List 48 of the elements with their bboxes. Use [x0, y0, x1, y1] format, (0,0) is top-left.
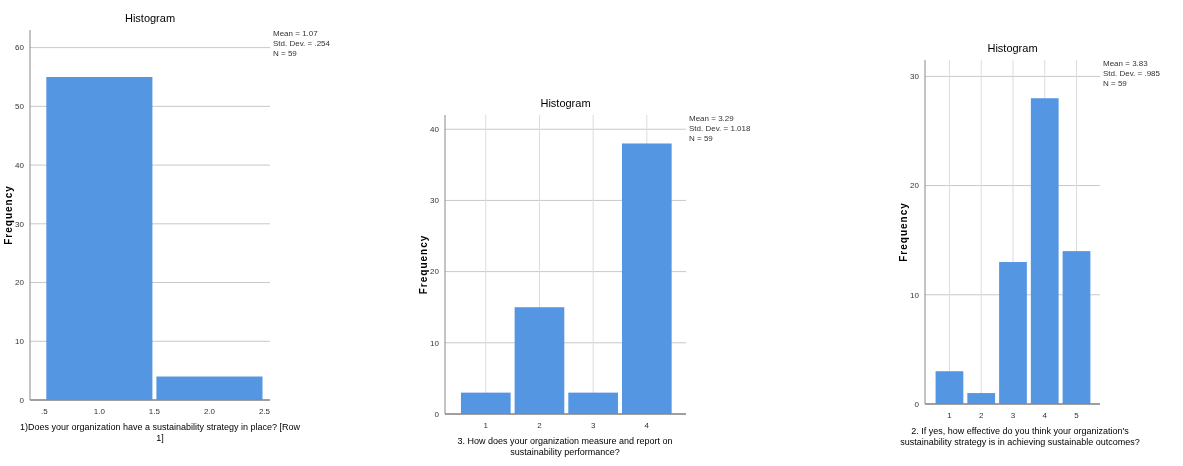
x-tick-label: 1.5: [148, 407, 161, 416]
y-tick-label: 30: [430, 196, 440, 206]
y-tick-label: 50: [15, 102, 25, 112]
y-tick-label: 30: [15, 219, 25, 229]
y-tick-label: 40: [15, 160, 25, 170]
y-axis-title: Frequency: [418, 234, 429, 295]
y-tick-label: 20: [15, 278, 25, 288]
y-tick-label: 0: [434, 409, 440, 419]
x-tick-label: 4: [644, 421, 650, 430]
y-tick-label: 30: [910, 72, 920, 82]
x-tick-label: 2.5: [258, 407, 271, 416]
x-tick-label: 1: [947, 411, 953, 420]
x-tick-label: .5: [40, 407, 49, 416]
y-axis-title: Frequency: [3, 185, 14, 245]
text: N = 59: [689, 134, 714, 143]
text: Std. Dev. = .254: [273, 39, 331, 48]
y-tick-label: 60: [15, 43, 25, 53]
x-axis-title: 3. How does your organization measure and report on sustainability performance?: [457, 436, 673, 457]
y-tick-label: 40: [430, 125, 440, 135]
y-tick-label: 20: [430, 267, 440, 277]
chart-title: Histogram: [987, 42, 1038, 54]
text: N = 59: [273, 49, 298, 58]
y-axis-title: Frequency: [898, 202, 909, 262]
x-tick-label: 2: [978, 411, 984, 420]
text: Std. Dev. = 1.018: [689, 124, 751, 133]
y-tick-label: 10: [430, 338, 440, 348]
text: Std. Dev. = .985: [1103, 69, 1161, 78]
y-tick-label: 10: [910, 290, 920, 300]
chart-title: Histogram: [124, 12, 176, 24]
x-tick-label: 4: [1042, 411, 1048, 420]
x-tick-label: 3: [1010, 411, 1016, 420]
text: Mean = 3.29: [689, 114, 735, 123]
y-tick-label: 0: [19, 395, 25, 405]
x-tick-label: 1: [483, 421, 489, 430]
x-tick-label: 2.0: [203, 407, 216, 416]
text: Mean = 1.07: [273, 29, 319, 38]
y-tick-label: 10: [15, 337, 25, 347]
x-tick-label: 5: [1074, 411, 1080, 420]
text: N = 59: [1103, 79, 1128, 88]
x-tick-label: 3: [590, 421, 596, 430]
x-tick-label: 2: [537, 421, 543, 430]
x-tick-label: 1.0: [93, 407, 106, 416]
y-tick-label: 20: [910, 181, 920, 191]
chart-title: Histogram: [540, 97, 591, 109]
text: Mean = 3.83: [1103, 59, 1149, 68]
x-axis-title: 1)Does your organization have a sustainability strategy in place? [Row 1]: [19, 422, 301, 443]
y-tick-label: 0: [914, 399, 920, 409]
x-axis-title: 2. If yes, how effective do you think your organization's sustainability strategy is in achieving sustainable outcomes?: [900, 426, 1140, 447]
